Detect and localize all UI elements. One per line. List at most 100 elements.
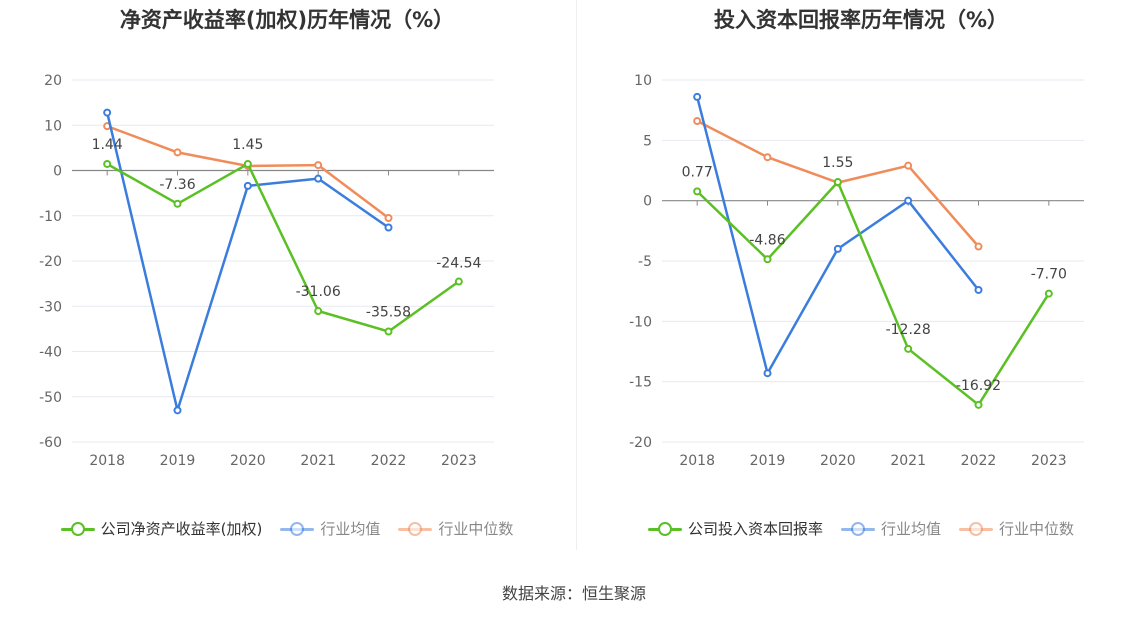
legend-dot xyxy=(290,521,305,536)
series-line xyxy=(696,180,1050,407)
data-source: 数据来源：恒生聚源 xyxy=(501,584,646,603)
data-point xyxy=(974,400,983,409)
legend-marker-icon xyxy=(280,521,315,537)
data-label: 0.77 xyxy=(682,164,713,180)
legend-label: 行业均值 xyxy=(320,520,381,538)
data-point xyxy=(1044,289,1053,298)
data-point xyxy=(173,199,182,208)
roe-legend: 公司净资产收益率(加权) 行业均值 行业中位数 xyxy=(0,518,574,539)
x-tick-label: 2020 xyxy=(230,453,266,469)
data-label: -4.86 xyxy=(749,232,785,248)
chart-title: 投入资本回报率历年情况（%） xyxy=(713,8,1009,32)
legend-dot xyxy=(70,521,85,536)
y-tick-label: -50 xyxy=(39,390,62,406)
data-label: 1.44 xyxy=(92,137,123,153)
legend-dot xyxy=(969,521,983,536)
legend-marker-icon xyxy=(959,521,993,537)
legend-item[interactable]: 公司投入资本回报率 xyxy=(647,518,823,539)
legend-item[interactable]: 行业中位数 xyxy=(959,518,1074,539)
x-tick-label: 2022 xyxy=(961,453,997,469)
y-tick-label: -20 xyxy=(39,254,62,270)
legend-item[interactable]: 行业中位数 xyxy=(398,518,513,539)
x-tick-label: 2019 xyxy=(750,453,786,469)
legend-item[interactable]: 行业均值 xyxy=(840,518,941,539)
y-tick-label: -15 xyxy=(629,375,652,391)
y-tick-label: -40 xyxy=(39,345,62,361)
legend-item[interactable]: 行业均值 xyxy=(280,518,380,539)
legend-marker-icon xyxy=(840,521,875,537)
x-tick-label: 2018 xyxy=(679,453,715,469)
roic-legend: 公司投入资本回报率 行业均值 行业中位数 xyxy=(574,518,1148,539)
data-point xyxy=(693,117,702,126)
y-tick-label: 20 xyxy=(44,73,62,89)
y-tick-label: 10 xyxy=(634,73,652,89)
data-point xyxy=(314,307,323,316)
data-label: -35.58 xyxy=(366,304,411,320)
y-tick-label: -60 xyxy=(39,435,62,451)
data-point xyxy=(454,277,463,286)
legend-label: 行业均值 xyxy=(880,520,941,538)
legend-dot xyxy=(850,521,865,536)
data-point xyxy=(384,214,393,223)
panel-divider xyxy=(576,0,577,550)
x-tick-label: 2022 xyxy=(371,453,407,469)
data-label: 1.45 xyxy=(232,137,263,153)
roic-chart: 投入资本回报率历年情况（%） 10 5 0 -5 -10 -15 -20 2018 2019 20… xyxy=(574,0,1148,560)
data-label: -7.70 xyxy=(1031,267,1067,283)
legend-marker-icon xyxy=(398,521,433,537)
roe-chart: 净资产收益率(加权)历年情况（%） 20 10 0 -10 -20 -30 -40 -50 -6… xyxy=(0,0,574,560)
data-label: -24.54 xyxy=(436,256,481,272)
data-point xyxy=(904,344,913,353)
data-point xyxy=(103,108,112,117)
data-label: -12.28 xyxy=(886,322,931,338)
data-point xyxy=(763,153,772,162)
x-tick-label: 2021 xyxy=(890,453,926,469)
legend-marker-icon xyxy=(647,521,682,537)
data-point xyxy=(693,187,702,196)
data-label: -16.92 xyxy=(956,378,1001,394)
y-tick-label: -20 xyxy=(629,435,652,451)
data-point xyxy=(763,255,772,264)
data-point xyxy=(974,285,983,294)
data-point xyxy=(173,406,182,415)
data-point xyxy=(384,327,393,336)
data-point xyxy=(763,369,772,378)
legend-label: 公司净资产收益率(加权) xyxy=(100,520,263,538)
data-label: -7.36 xyxy=(159,177,195,193)
series-line xyxy=(106,162,460,333)
x-tick-label: 2023 xyxy=(441,453,477,469)
roe-plot-area: 20 10 0 -10 -20 -30 -40 -50 -60 2018 2019 2020 2021 2… xyxy=(39,73,494,469)
legend-item[interactable]: 公司净资产收益率(加权) xyxy=(60,518,263,539)
y-tick-label: -30 xyxy=(39,299,62,315)
data-point xyxy=(243,159,252,168)
legend-marker-icon xyxy=(60,521,95,537)
data-label: 1.55 xyxy=(822,155,853,171)
data-point xyxy=(904,161,913,170)
y-tick-label: 0 xyxy=(53,164,62,180)
y-tick-label: 5 xyxy=(643,133,652,149)
data-point xyxy=(243,181,252,190)
legend-label: 公司投入资本回报率 xyxy=(687,520,823,538)
y-tick-label: 0 xyxy=(643,194,652,210)
data-point xyxy=(384,223,393,232)
legend-label: 行业中位数 xyxy=(999,520,1075,538)
x-tick-label: 2021 xyxy=(300,453,336,469)
roic-plot-area: 10 5 0 -5 -10 -15 -20 2018 2019 2020 2021 2022 2023 0… xyxy=(629,73,1084,469)
series-line xyxy=(695,96,980,375)
y-tick-label: 10 xyxy=(44,118,62,134)
data-point xyxy=(314,161,323,170)
data-point xyxy=(173,148,182,157)
x-tick-label: 2023 xyxy=(1031,453,1067,469)
data-point xyxy=(693,92,702,101)
data-label: -31.06 xyxy=(296,284,341,300)
x-tick-label: 2019 xyxy=(160,453,196,469)
x-tick-label: 2018 xyxy=(89,453,125,469)
data-point xyxy=(833,177,842,186)
data-point xyxy=(103,159,112,168)
legend-dot xyxy=(408,521,423,536)
y-tick-label: -5 xyxy=(638,254,652,270)
chart-title: 净资产收益率(加权)历年情况（%） xyxy=(119,8,455,32)
y-tick-label: -10 xyxy=(39,209,62,225)
legend-label: 行业中位数 xyxy=(438,520,514,538)
data-point xyxy=(904,196,913,205)
